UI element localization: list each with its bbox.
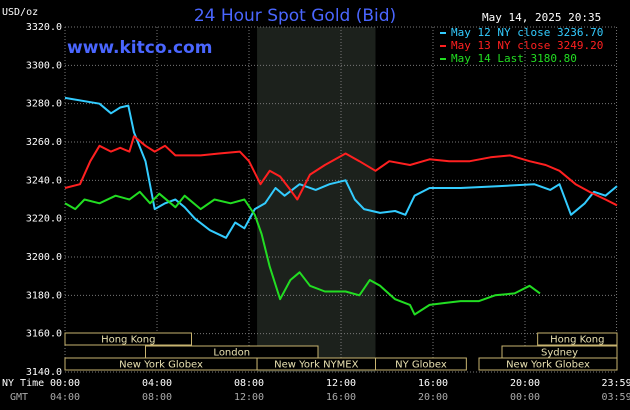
x2-tick-label: 12:00: [234, 392, 264, 403]
x-tick-label: 00:00: [50, 378, 80, 389]
y-tick-label: 3160.0: [26, 329, 62, 340]
series-line: [64, 190, 541, 316]
labels-layer: 3140.0 3160.0 3180.0 3200.0 3220.0 3240.0 3260…: [26, 22, 630, 403]
y-tick-label: 3280.0: [26, 99, 62, 110]
series-line: [64, 135, 618, 207]
timestamp: May 14, 2025 20:35: [482, 11, 601, 24]
x2-tick-label: 03:59: [601, 392, 630, 403]
x2-tick-label: 20:00: [418, 392, 448, 403]
x2-axis-label: GMT: [10, 392, 28, 403]
x-tick-label: 20:00: [510, 378, 540, 389]
session-bar: [478, 357, 618, 371]
y-tick-label: 3140.0: [26, 367, 62, 378]
legend-label: May 12 NY close 3236.70: [451, 26, 603, 39]
session-shade: [257, 27, 376, 372]
x-tick-label: 08:00: [234, 378, 264, 389]
x2-tick-label: 08:00: [142, 392, 172, 403]
y-tick-label: 3300.0: [26, 60, 62, 71]
x-tick-label: 04:00: [142, 378, 172, 389]
shade-layer: [257, 27, 376, 372]
session-bar: [375, 357, 467, 371]
session-label: Hong Kong: [550, 335, 604, 346]
legend-label: May 14 Last 3180.80: [451, 52, 577, 65]
site-url: www.kitco.com: [67, 38, 212, 58]
x2-tick-label: 16:00: [326, 392, 356, 403]
lines-layer: [64, 96, 618, 316]
x-axis-label: NY Time: [2, 378, 44, 389]
y-axis-label: USD/oz: [2, 7, 38, 18]
session-label: New York NYMEX: [274, 360, 359, 371]
y-tick-label: 3180.0: [26, 290, 62, 301]
session-label: London: [213, 348, 250, 359]
grid-layer: [64, 26, 618, 373]
x2-tick-label: 04:00: [50, 392, 80, 403]
chart-title: 24 Hour Spot Gold (Bid): [194, 6, 396, 26]
session-label: New York Globex: [119, 360, 203, 371]
session-bar: [537, 332, 618, 346]
y-tick-label: 3200.0: [26, 252, 62, 263]
y-tick-label: 3240.0: [26, 175, 62, 186]
x-tick-label: 12:00: [326, 378, 356, 389]
x-tick-label: 16:00: [418, 378, 448, 389]
session-label: Sydney: [541, 348, 578, 359]
series-line: [64, 96, 618, 239]
y-tick-label: 3320.0: [26, 22, 62, 33]
y-tick-label: 3220.0: [26, 214, 62, 225]
x-tick-label: 23:59: [601, 378, 630, 389]
legend-label: May 13 NY close 3249.20: [451, 39, 603, 52]
y-tick-label: 3260.0: [26, 137, 62, 148]
session-label: Hong Kong: [101, 335, 155, 346]
session-label: New York Globex: [506, 360, 590, 371]
session-bar: [64, 332, 192, 346]
session-label: NY Globex: [395, 360, 447, 371]
x2-tick-label: 00:00: [510, 392, 540, 403]
